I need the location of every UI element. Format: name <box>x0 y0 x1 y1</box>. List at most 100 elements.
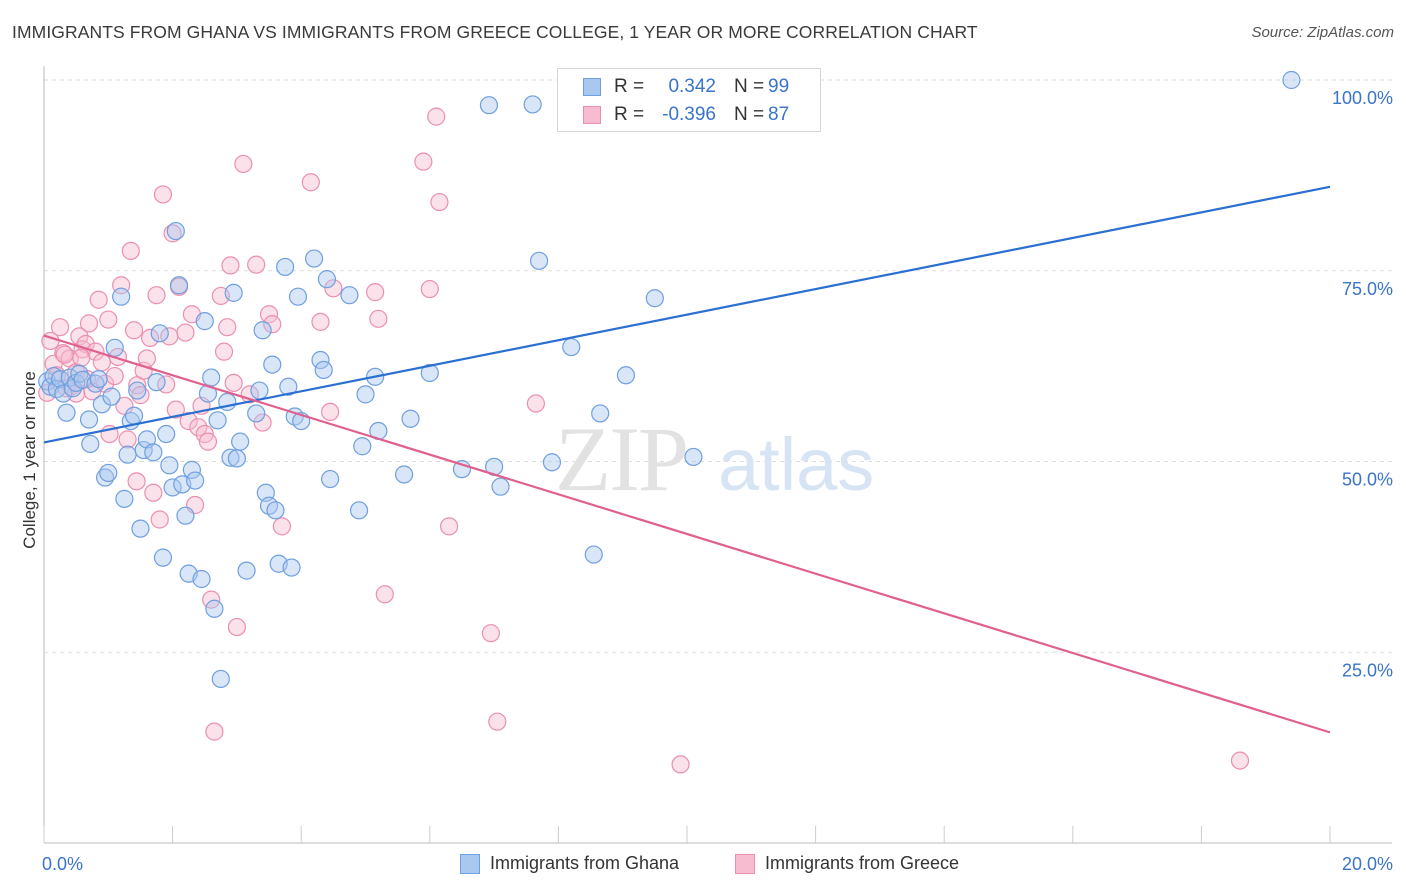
ghana-point <box>304 249 324 268</box>
ghana-point <box>221 448 240 467</box>
greece-point <box>218 318 237 337</box>
greece-point <box>140 328 160 347</box>
greece-point <box>50 318 70 337</box>
ghana-point <box>420 363 439 383</box>
n-label: N = <box>734 76 765 97</box>
ghana-point <box>186 471 205 490</box>
tick-labels: 100.0% 75.0% 50.0% 25.0% 0.0% 20.0% <box>42 88 1393 874</box>
greece-point <box>224 373 243 393</box>
ghana-point <box>321 469 340 489</box>
x-tick-label: 0.0% <box>42 854 83 874</box>
ghana-point <box>530 251 549 270</box>
axes <box>43 66 1392 844</box>
greece-point <box>414 152 433 171</box>
greece-point <box>324 279 343 298</box>
ghana-n-value: 99 <box>768 76 790 97</box>
greece-point <box>430 192 449 212</box>
greece-point <box>89 290 108 309</box>
greece-point <box>72 348 91 367</box>
ghana-point <box>227 449 246 468</box>
ghana-point <box>684 447 703 467</box>
n-label: N = <box>734 104 765 125</box>
ghana-point <box>131 519 150 538</box>
greece-swatch <box>583 106 601 124</box>
ghana-point <box>150 324 169 343</box>
greece-point <box>221 256 240 275</box>
r-label: R = <box>614 104 645 125</box>
greece-point <box>272 517 292 536</box>
ghana-point <box>81 434 100 454</box>
ghana-point <box>99 463 118 483</box>
ghana-point <box>247 404 266 423</box>
ghana-point <box>57 403 76 422</box>
greece-point <box>214 342 234 361</box>
greece-n-value: 87 <box>768 104 790 125</box>
ghana-point <box>523 95 542 114</box>
ghana-point <box>202 368 221 387</box>
ghana-point <box>645 289 664 308</box>
greece-point <box>150 510 169 529</box>
greece-point <box>198 432 218 451</box>
x-tick-label: 20.0% <box>1342 854 1393 874</box>
ghana-point <box>1282 70 1301 90</box>
greece-point <box>144 483 163 502</box>
ghana-swatch <box>460 854 480 874</box>
ghana-point <box>479 96 499 115</box>
ghana-point <box>237 561 256 580</box>
ghana-point <box>102 387 121 406</box>
ghana-point <box>192 569 211 589</box>
y-tick-label: 25.0% <box>1342 660 1393 680</box>
ghana-point <box>182 460 201 479</box>
ghana-point <box>401 409 420 428</box>
ghana-point <box>591 404 610 423</box>
legend-label-ghana: Immigrants from Ghana <box>490 853 680 873</box>
greece-point <box>189 418 208 437</box>
ghana-point <box>105 338 124 357</box>
ghana-point <box>176 506 195 525</box>
ghana-point <box>394 465 414 484</box>
greece-swatch <box>735 854 755 874</box>
ghana-point <box>288 287 308 306</box>
ghana-point <box>92 395 111 414</box>
greece-point <box>263 315 282 334</box>
greece-point <box>55 345 74 364</box>
greece-point <box>205 722 224 741</box>
ghana-point <box>89 369 108 389</box>
greece-r-value: -0.396 <box>662 104 716 125</box>
ghana-point <box>311 350 330 370</box>
greece-point <box>124 321 144 340</box>
ghana-point <box>169 276 189 295</box>
greece-point <box>247 255 266 274</box>
series-legend: Immigrants from Ghana Immigrants from Gr… <box>0 852 1406 876</box>
ghana-point <box>54 384 73 403</box>
ghana-point <box>157 424 176 444</box>
series-greece-points <box>38 107 1250 774</box>
ghana-point <box>616 366 636 385</box>
legend-label-greece: Immigrants from Greece <box>765 853 960 873</box>
ghana-point <box>253 321 272 340</box>
ghana-point <box>195 312 214 331</box>
greece-trend-line <box>43 334 1331 734</box>
ghana-point <box>584 545 603 564</box>
ghana-point <box>340 286 359 305</box>
greece-point <box>234 154 253 174</box>
trend-lines <box>43 185 1331 734</box>
ghana-point <box>205 599 224 618</box>
correlation-legend: R = 0.342 N = 99 R = -0.396 N = 87 <box>557 68 821 132</box>
ghana-point <box>250 381 269 400</box>
ghana-point <box>118 445 137 464</box>
ghana-point <box>314 360 333 380</box>
ghana-swatch <box>583 78 601 96</box>
ghana-point <box>349 501 369 520</box>
ghana-point <box>282 558 301 577</box>
legend-row-greece: R = -0.396 N = 87 <box>558 101 820 129</box>
series-ghana-points <box>38 70 1301 689</box>
greece-point <box>176 323 195 342</box>
greece-point <box>127 472 146 491</box>
y-tick-label: 50.0% <box>1342 470 1393 490</box>
greece-point <box>366 283 385 302</box>
greece-point <box>79 314 99 333</box>
greece-point <box>427 107 446 126</box>
source-credit: Source: ZipAtlas.com <box>1251 24 1394 41</box>
